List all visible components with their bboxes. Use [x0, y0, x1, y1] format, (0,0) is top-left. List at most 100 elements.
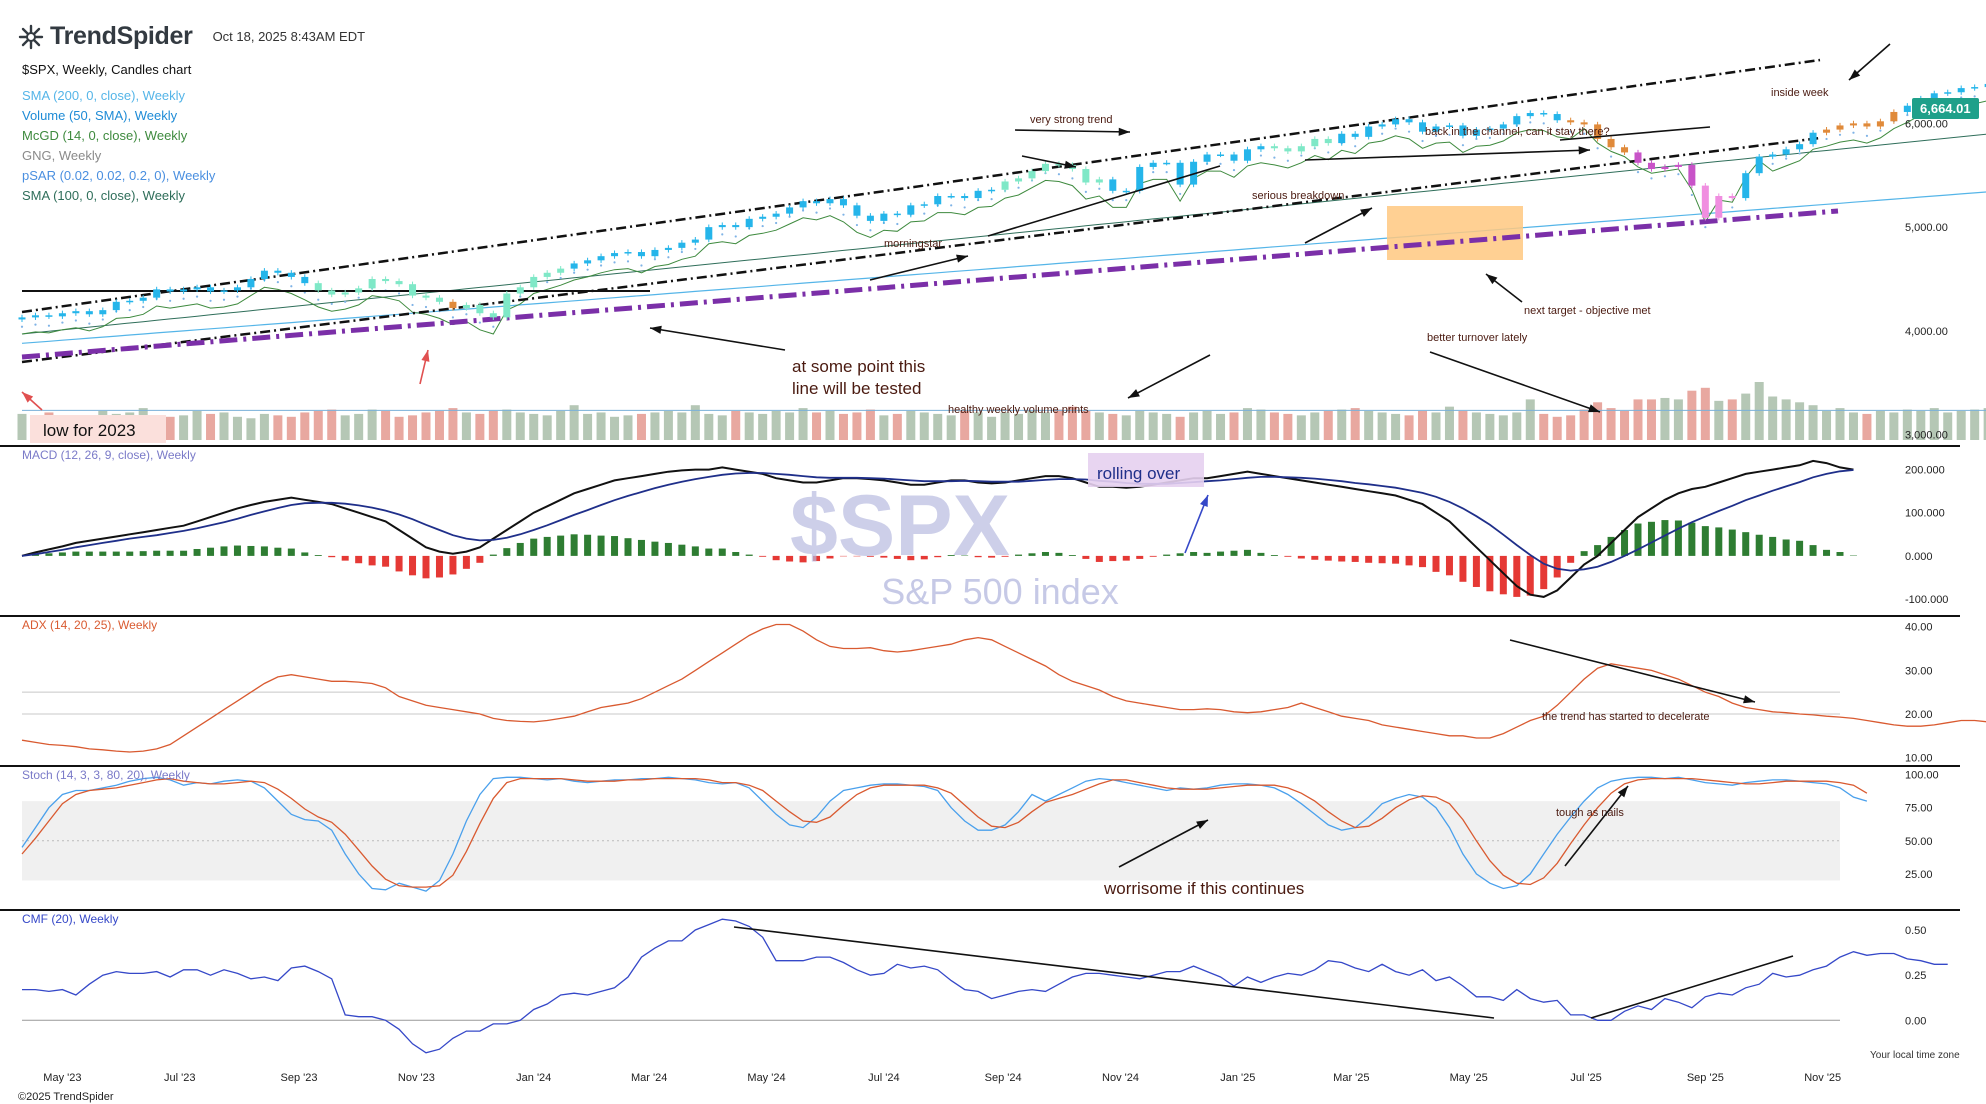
sma100-line: [21, 133, 1986, 335]
volume-bar: [1162, 413, 1172, 440]
volume-bar: [1673, 399, 1683, 440]
macd-histogram-bar: [1728, 529, 1736, 556]
tough-arrow-head: [1617, 786, 1628, 798]
macd-histogram-bar: [1324, 555, 1332, 561]
volume-bar: [1808, 405, 1818, 440]
volume-bar: [259, 413, 269, 440]
indicator-gng[interactable]: GNG, Weekly: [22, 148, 102, 163]
volume-bar: [461, 412, 471, 440]
tested-arrow-head: [650, 325, 662, 334]
psar-dot: [357, 296, 360, 299]
candle-body: [907, 205, 915, 215]
macd-histogram-bar: [974, 555, 982, 558]
x-tick-label: Jul '23: [164, 1072, 195, 1084]
candle-body: [1486, 128, 1494, 131]
macd-histogram-bar: [220, 546, 228, 556]
inside-week-arrow-head: [1849, 69, 1861, 80]
psar-dot: [1098, 187, 1101, 190]
volume-bar: [825, 411, 835, 440]
volume-bar: [1552, 416, 1562, 440]
macd-histogram-bar: [664, 542, 672, 556]
volume-bar: [1633, 399, 1643, 440]
macd-histogram-bar: [1284, 555, 1292, 557]
candle-body: [1149, 162, 1157, 167]
watermark-name: S&P 500 index: [881, 571, 1119, 612]
psar-dot: [963, 206, 966, 209]
volume-bar: [165, 416, 175, 440]
psar-dot: [546, 281, 549, 284]
x-tick-label: May '24: [747, 1072, 785, 1084]
panel-title: Stoch (14, 3, 3, 80, 20), Weekly: [22, 768, 190, 782]
candle-body: [449, 301, 457, 309]
candle-body: [1567, 120, 1575, 123]
y-tick-label: 6,000.00: [1905, 118, 1948, 130]
psar-dot: [128, 309, 131, 312]
psar-dot: [1650, 177, 1653, 180]
very-strong-arrow-2-head: [1118, 127, 1130, 136]
next-target-arrow-head: [1486, 274, 1498, 285]
volume-bar: [1498, 415, 1508, 440]
psar-dot: [397, 292, 401, 295]
cmf-line: [22, 918, 1948, 1054]
candle-body: [691, 239, 699, 243]
macd-histogram-bar: [355, 555, 363, 564]
macd-histogram-bar: [786, 555, 794, 562]
psar-dot: [1259, 154, 1263, 157]
volume-bar: [919, 412, 929, 440]
indicator-sma100[interactable]: SMA (100, 0, close), Weekly: [22, 188, 186, 203]
volume-bar: [677, 412, 687, 440]
candle-body: [1674, 164, 1682, 167]
decelerate-arrow-head: [1743, 695, 1755, 704]
x-tick-label: Jul '24: [868, 1072, 899, 1084]
macd-histogram-bar: [745, 554, 753, 556]
candle-body: [503, 293, 511, 318]
psar-dot: [142, 305, 145, 309]
volume-bar: [704, 413, 714, 440]
macd-histogram-bar: [1567, 555, 1575, 563]
tough-arrow-shaft: [1564, 785, 1629, 867]
candle-body: [1365, 126, 1373, 137]
volume-bar: [663, 411, 673, 440]
timezone-label[interactable]: Your local time zone: [1870, 1050, 1960, 1061]
candle-body: [799, 201, 807, 208]
indicator-psar[interactable]: pSAR (0.02, 0.02, 0.2, 0), Weekly: [22, 168, 216, 183]
volume-bar: [408, 415, 418, 440]
worrisome-label: worrisome if this continues: [1103, 879, 1304, 898]
indicator-mcgd[interactable]: McGD (14, 0, close), Weekly: [22, 128, 188, 143]
volume-bar: [717, 415, 727, 440]
macd-histogram-bar: [678, 544, 686, 556]
candle-body: [409, 284, 417, 296]
panel-title: MACD (12, 26, 9, close), Weekly: [22, 448, 196, 462]
volume-bar: [1323, 411, 1333, 440]
psar-dot: [1448, 133, 1451, 136]
rolling-over-arrow-head: [1200, 495, 1208, 507]
x-tick-label: Nov '24: [1102, 1072, 1139, 1084]
copyright: ©2025 TrendSpider: [18, 1091, 114, 1103]
candle-body: [368, 279, 376, 289]
better-turnover-arrow-shaft: [1429, 351, 1601, 413]
volume-bar: [1350, 408, 1360, 440]
macd-histogram-bar: [1378, 555, 1386, 564]
candle-body: [260, 270, 268, 279]
volume-bar: [327, 409, 337, 440]
indicator-sma200[interactable]: SMA (200, 0, close), Weekly: [22, 88, 186, 103]
x-tick-label: Nov '23: [398, 1072, 435, 1084]
upper-channel-line: [21, 58, 1821, 314]
candle-body: [624, 252, 632, 254]
macd-histogram-bar: [301, 552, 309, 556]
psar-dot: [990, 198, 993, 201]
candle-body: [597, 256, 605, 261]
volume-bar: [1943, 412, 1953, 440]
volume-bar: [1916, 411, 1926, 440]
macd-histogram-bar: [1270, 555, 1278, 556]
volume-bar: [610, 416, 620, 440]
psar-dot: [1286, 159, 1289, 162]
macd-histogram-bar: [1540, 555, 1548, 590]
indicator-volume[interactable]: Volume (50, SMA), Weekly: [22, 108, 178, 123]
macd-histogram-bar: [435, 555, 443, 578]
psar-dot: [626, 260, 630, 263]
psar-dot: [1852, 131, 1855, 134]
candle-body: [961, 196, 969, 199]
candle-body: [1419, 122, 1427, 132]
stoch-d-line: [21, 777, 1868, 888]
